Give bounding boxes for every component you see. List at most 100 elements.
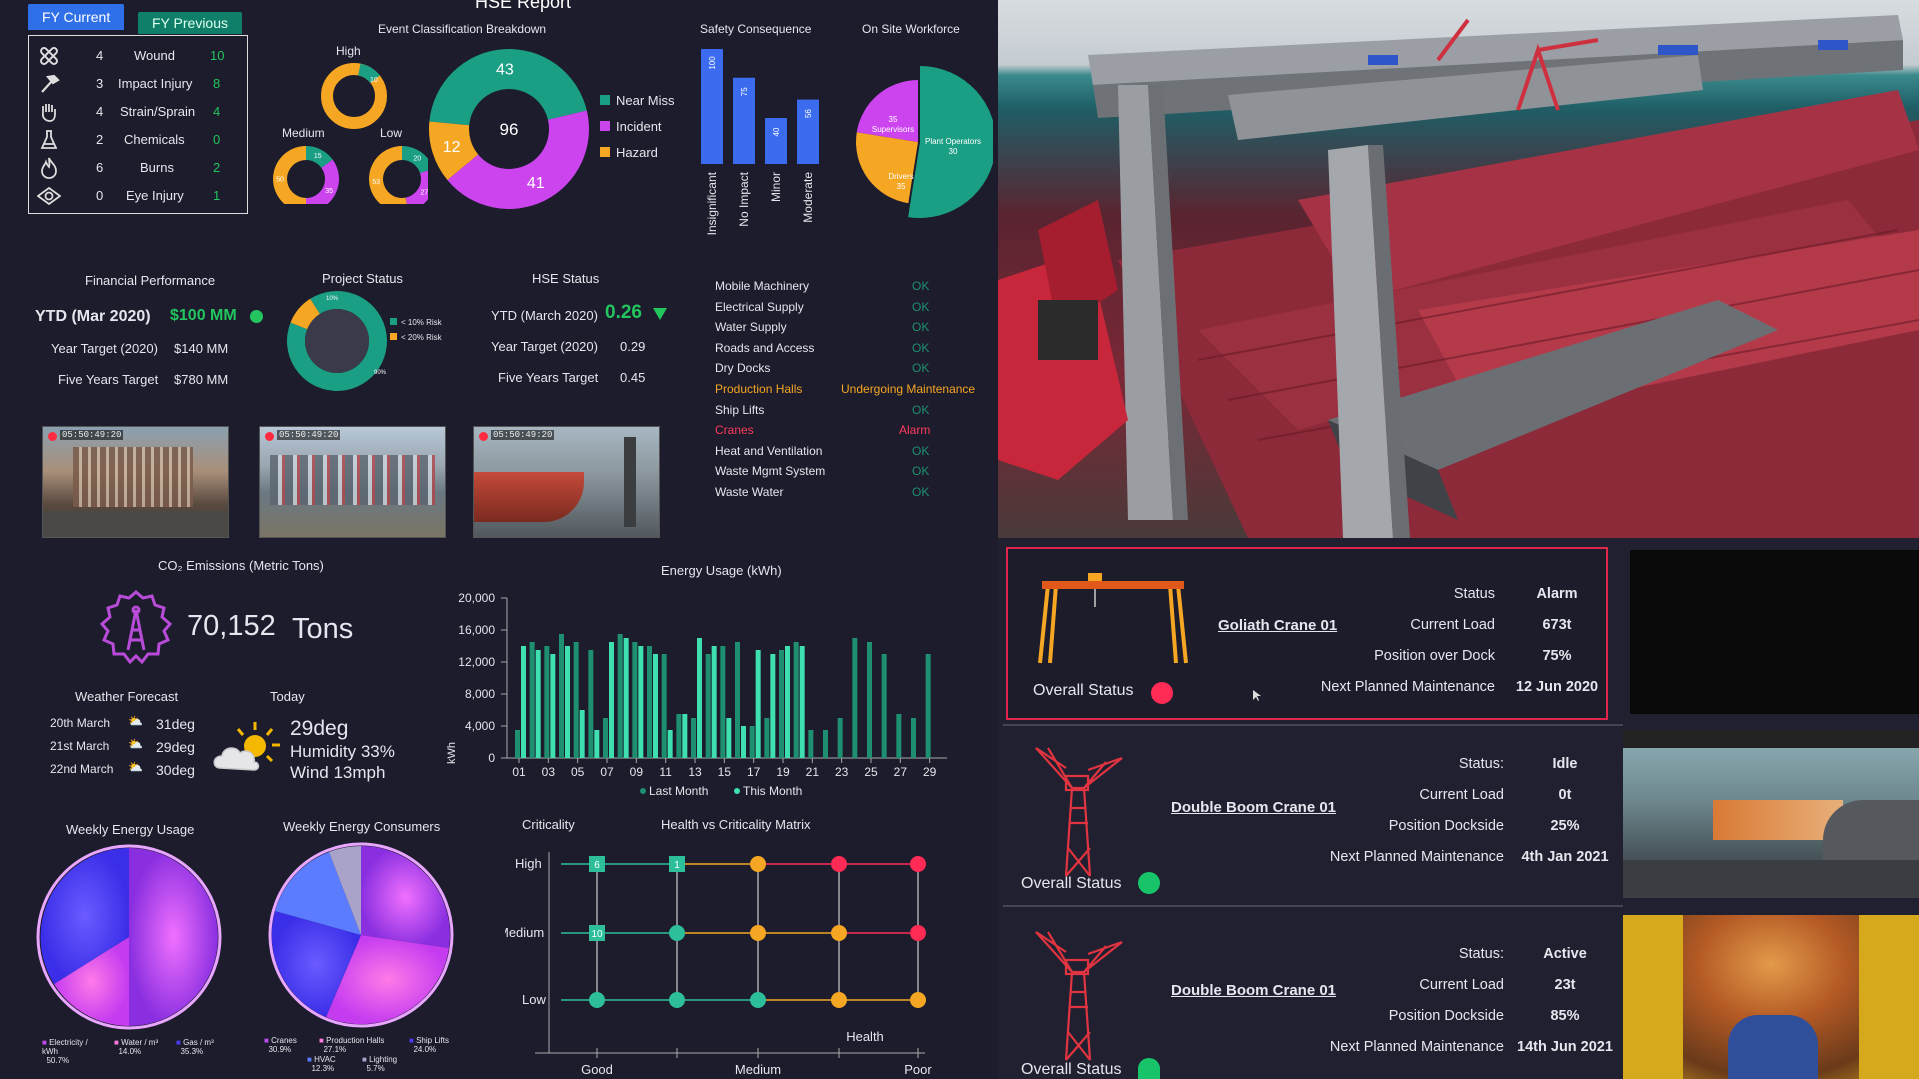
donut-label: 90% [374, 370, 387, 376]
crane-camera-feed-1[interactable] [1630, 550, 1919, 714]
pie-slice [54, 937, 129, 1026]
y-tick-label: 4,000 [465, 719, 495, 733]
injury-current-count: 2 [96, 132, 104, 147]
bar-this-month [726, 718, 732, 758]
donut-label: 15 [314, 153, 322, 160]
energy-usage-title: Energy Usage (kWh) [661, 563, 782, 578]
financial-title: Financial Performance [85, 273, 216, 288]
bar-last-month [735, 642, 740, 758]
financial-five-year-value: $780 MM [174, 372, 229, 387]
matrix-node [831, 856, 847, 872]
bar-last-month [515, 730, 520, 758]
crane-name-link[interactable]: Goliath Crane 01 [1218, 617, 1338, 634]
system-name: Ship Lifts [715, 402, 765, 417]
crane-camera-feed-3[interactable] [1623, 915, 1919, 1079]
pie-value: 30 [949, 147, 958, 156]
matrix-health-label: Health [846, 1029, 884, 1044]
matrix-col-good: Good [581, 1062, 613, 1077]
injury-row: 3 Impact Injury 8 [28, 70, 246, 98]
bar-last-month [837, 718, 843, 758]
category-label: Minor [769, 172, 783, 202]
severity-high-label: High [336, 44, 361, 58]
system-status: OK [912, 443, 930, 458]
injury-row: 6 Burns 2 [28, 154, 246, 182]
gantry-crane-icon [1038, 567, 1188, 672]
matrix-node [831, 992, 847, 1008]
recording-indicator [265, 432, 274, 441]
hse-five-year-label: Five Years Target [498, 370, 599, 385]
crane-name-link[interactable]: Double Boom Crane 01 [1171, 799, 1337, 816]
bar-this-month [565, 646, 570, 758]
category-label: Insignificant [705, 171, 719, 235]
system-status: OK [912, 299, 930, 314]
hammer-icon [38, 73, 60, 98]
bar-this-month [623, 638, 629, 758]
injury-previous-count: 2 [213, 160, 221, 175]
injury-table [28, 35, 248, 214]
crane-detail-values: Idle 0t 25% 4th Jan 2021 [1521, 756, 1609, 865]
crane-detail-labels: Status Current Load Position over Dock Next… [1320, 586, 1495, 695]
bar-this-month [682, 714, 688, 758]
donut-label: 53 [372, 179, 380, 186]
crane-divider [1003, 724, 1623, 726]
shipyard-3d-view[interactable] [998, 0, 1919, 538]
camera-feed-2[interactable]: 05:50:49:20 [259, 426, 446, 538]
category-label: Moderate [801, 172, 815, 223]
partly-cloudy-icon: ⛅ [128, 760, 143, 774]
severity-donuts: 10 15 35 50 20 27 53 [273, 63, 428, 204]
injury-previous-count: 1 [213, 188, 221, 203]
injury-previous-count: 10 [210, 48, 225, 63]
bar-last-month [720, 646, 726, 758]
crane-camera-feed-2[interactable] [1623, 730, 1919, 898]
injury-row: 4 Strain/Sprain 4 [28, 98, 246, 126]
today-humidity: Humidity 33% [290, 742, 395, 761]
x-tick-label: 11 [659, 765, 672, 779]
legend-marker [640, 788, 646, 794]
partly-cloudy-icon: ⛅ [128, 737, 143, 751]
x-tick-label: 03 [542, 765, 556, 779]
project-status-donut: 90% 10% [287, 291, 387, 391]
bar-last-month [705, 654, 711, 758]
crane-name-link[interactable]: Double Boom Crane 01 [1171, 982, 1337, 999]
forecast-row: 21st March ⛅ 29deg [50, 737, 195, 755]
camera-feed-1[interactable]: 05:50:49:20 [42, 426, 229, 538]
pie-slice [856, 132, 918, 204]
y-tick-label: 12,000 [458, 655, 495, 669]
system-status: OK [912, 320, 930, 335]
severity-medium-donut: 15 35 50 [273, 146, 339, 204]
camera-timestamp: 05:50:49:20 [60, 430, 124, 440]
system-status: OK [912, 464, 930, 479]
crane-detail-values: Active 23t 85% 14th Jun 2021 [1517, 946, 1613, 1055]
pie-slice [40, 848, 129, 984]
pie-slice [329, 846, 361, 935]
bar-value-label: 56 [804, 109, 813, 118]
tab-fy-previous[interactable]: FY Previous [138, 12, 242, 34]
bar-this-month [521, 646, 526, 758]
crane-status-indicator [1138, 1058, 1160, 1079]
crane-status-indicator [1151, 682, 1173, 704]
pie-value: 35 [889, 115, 898, 124]
bar-this-month [550, 654, 556, 758]
tab-fy-current[interactable]: FY Current [28, 4, 125, 30]
donut-label: 50 [276, 176, 284, 183]
bar-last-month [852, 638, 858, 758]
y-axis-label: kWh [446, 742, 458, 764]
legend-incident: Incident [600, 119, 675, 145]
bar-last-month [588, 650, 594, 758]
bar-last-month [676, 714, 682, 758]
donut-segment [369, 146, 407, 204]
hse-ytd-value: 0.26 [605, 302, 642, 323]
donut-label: 20 [413, 155, 421, 162]
camera-feed-3[interactable]: 05:50:49:20 [473, 426, 660, 538]
bar-this-month [697, 638, 702, 758]
bar-this-month [770, 654, 776, 758]
matrix-col-poor: Poor [904, 1062, 932, 1077]
shipyard-scene [998, 15, 1919, 538]
bar-this-month [667, 730, 673, 758]
x-tick-label: 01 [512, 765, 526, 779]
crane-card-goliath[interactable] [1006, 547, 1608, 720]
injury-current-count: 6 [96, 160, 104, 175]
financial-year-target-value: $140 MM [174, 341, 229, 356]
severity-low-donut: 20 27 53 [369, 146, 428, 204]
weekly-consumers-pie [268, 842, 454, 1028]
